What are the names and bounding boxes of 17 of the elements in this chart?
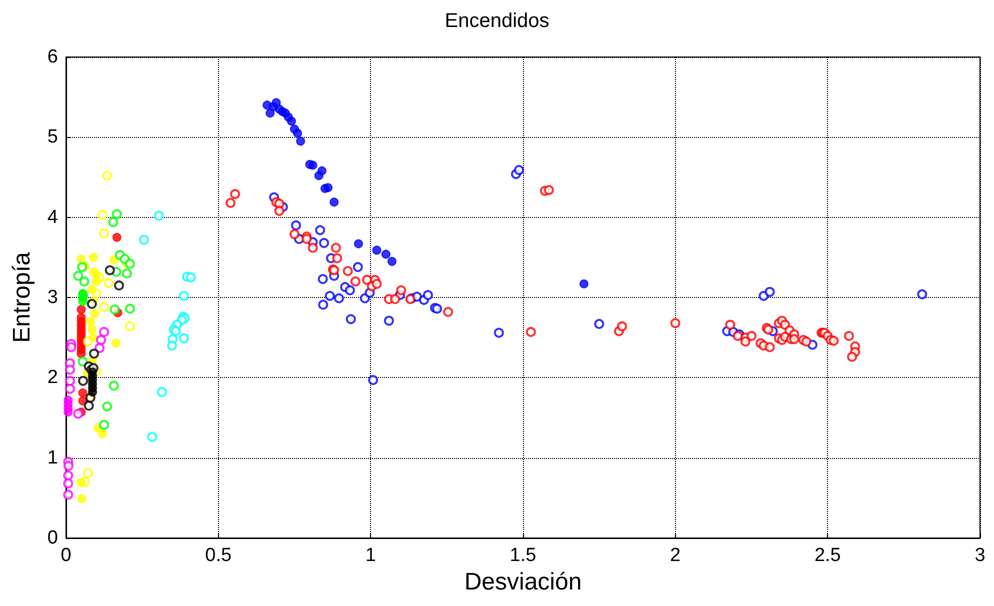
x-tick-label: 1 [365,545,376,566]
y-tick-label: 0 [47,528,58,548]
x-tick-label: 0.5 [205,545,232,566]
x-tick-label: 0 [60,545,72,566]
y-tick-label: 1 [47,447,58,468]
y-tick-label: 4 [47,206,58,228]
chart-title: Encendidos [444,10,550,32]
x-axis-title: Desviación [464,568,582,596]
y-tick-label: 5 [47,126,58,148]
y-tick-label: 2 [47,367,58,388]
y-tick-label: 6 [47,46,58,68]
x-tick-label: 2 [670,545,681,566]
x-tick-label: 1.5 [510,545,536,566]
y-tick-label: 3 [47,287,58,308]
x-tick-label: 3 [974,545,986,566]
x-tick-label: 2.5 [814,545,841,566]
y-axis-title: Entropía [8,251,36,343]
